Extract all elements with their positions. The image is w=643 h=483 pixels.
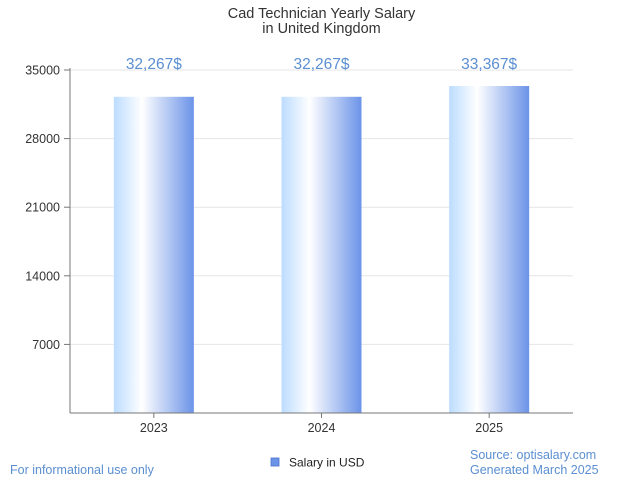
value-label-2024: 32,267$ <box>293 56 349 73</box>
value-label-2023: 32,267$ <box>126 56 182 73</box>
bar-2025 <box>449 86 530 413</box>
disclaimer-text: For informational use only <box>10 463 154 477</box>
legend-swatch <box>270 457 280 467</box>
bar-2023 <box>113 96 194 414</box>
x-tick-label-2024: 2024 <box>308 421 336 435</box>
value-label-2025: 33,367$ <box>461 56 517 73</box>
y-tick-label-14000: 14000 <box>25 269 60 283</box>
x-tick-label-2023: 2023 <box>140 421 168 435</box>
chart-title: Cad Technician Yearly Salary <box>228 6 416 22</box>
chart-legend: Salary in USD <box>270 456 365 470</box>
legend-label: Salary in USD <box>289 456 365 470</box>
y-tick-label-35000: 35000 <box>25 64 60 78</box>
chart-subtitle: in United Kingdom <box>262 21 381 37</box>
bar-2024 <box>281 96 362 414</box>
source-link[interactable]: Source: optisalary.com <box>470 448 597 462</box>
y-tick-label-7000: 7000 <box>32 338 60 352</box>
generated-date: Generated March 2025 <box>470 463 599 477</box>
x-tick-label-2025: 2025 <box>475 421 503 435</box>
y-tick-label-21000: 21000 <box>25 201 60 215</box>
y-tick-label-28000: 28000 <box>25 132 60 146</box>
